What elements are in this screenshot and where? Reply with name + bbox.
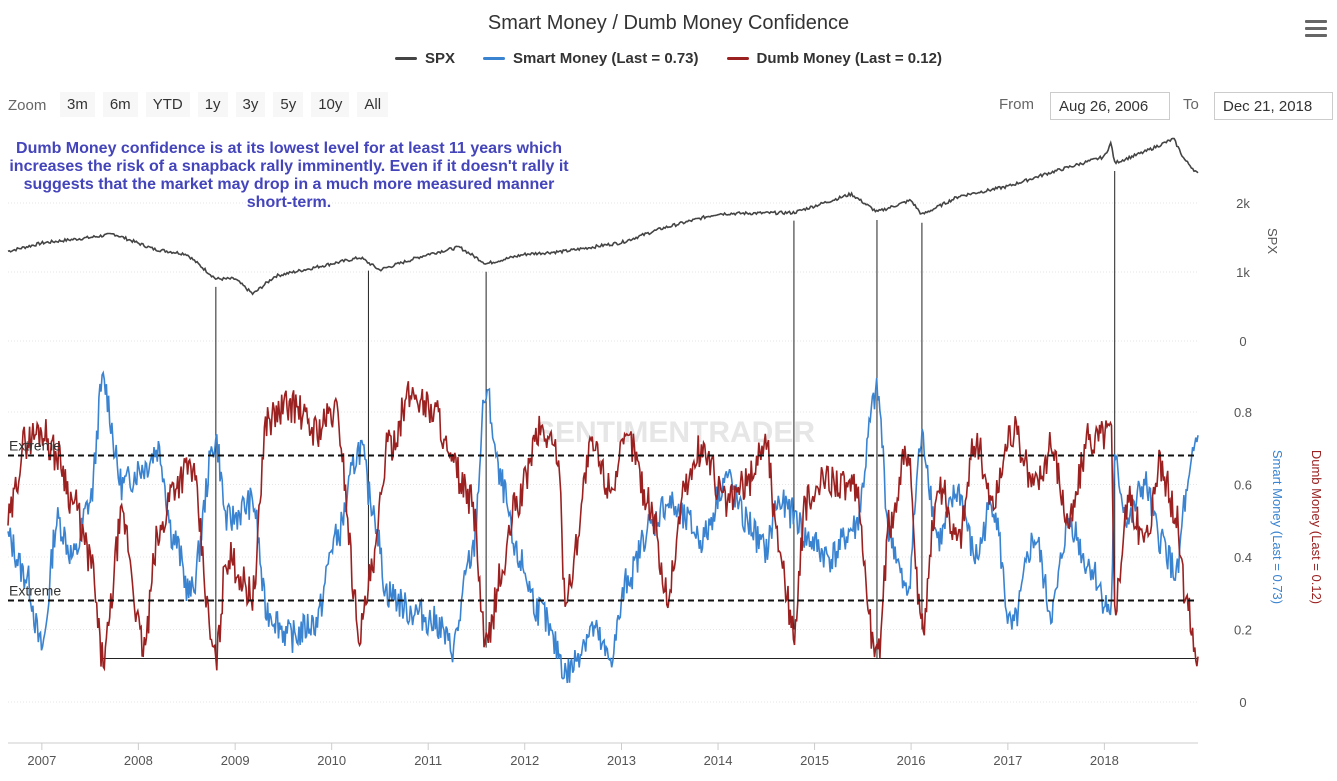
x-tick-label: 2016	[897, 753, 926, 768]
legend-swatch-spx	[395, 57, 418, 60]
legend-label-spx: SPX	[425, 50, 456, 67]
smart-money-series-line	[7, 370, 1199, 684]
range-to-input[interactable]	[1214, 92, 1333, 120]
extreme-label: Extreme	[9, 438, 61, 454]
confidence-tick-label: 0.8	[1234, 405, 1252, 420]
hamburger-menu-icon[interactable]	[1305, 20, 1327, 41]
legend-label-smart-money: Smart Money (Last = 0.73)	[513, 50, 699, 67]
spx-series-line	[7, 137, 1199, 296]
smart-money-axis-title: Smart Money (Last = 0.73)	[1270, 450, 1285, 604]
x-tick-label: 2010	[317, 753, 346, 768]
x-tick-label: 2014	[704, 753, 733, 768]
legend: SPX Smart Money (Last = 0.73) Dumb Money…	[0, 50, 1337, 67]
legend-label-dumb-money: Dumb Money (Last = 0.12)	[756, 50, 942, 67]
zoom-button-3m[interactable]: 3m	[60, 92, 95, 117]
legend-swatch-smart-money	[483, 57, 506, 60]
zoom-label: Zoom	[8, 97, 47, 114]
chart-title: Smart Money / Dumb Money Confidence	[487, 12, 850, 34]
zoom-button-1y[interactable]: 1y	[197, 92, 228, 117]
range-to-label: To	[1183, 96, 1199, 113]
confidence-tick-label: 0	[1239, 695, 1246, 710]
legend-item-dumb-money[interactable]: Dumb Money (Last = 0.12)	[726, 50, 942, 67]
dumb-money-series-line	[7, 381, 1199, 672]
range-from-label: From	[999, 96, 1034, 113]
x-tick-label: 2007	[27, 753, 56, 768]
zoom-button-5y[interactable]: 5y	[273, 92, 304, 117]
annotation-note: Dumb Money confidence is at its lowest l…	[9, 140, 569, 211]
legend-item-smart-money[interactable]: Smart Money (Last = 0.73)	[483, 50, 699, 67]
spx-axis-title: SPX	[1265, 228, 1280, 254]
spx-tick-label: 2k	[1236, 196, 1250, 211]
dumb-money-axis-title: Dumb Money (Last = 0.12)	[1309, 450, 1324, 604]
zoom-button-ytd[interactable]: YTD	[145, 92, 190, 117]
x-tick-label: 2013	[607, 753, 636, 768]
zoom-button-6m[interactable]: 6m	[102, 92, 138, 117]
x-tick-label: 2009	[221, 753, 250, 768]
confidence-tick-label: 0.6	[1234, 478, 1252, 493]
x-tick-label: 2011	[414, 753, 442, 768]
spx-tick-label: 1k	[1236, 265, 1250, 280]
zoom-button-10y[interactable]: 10y	[311, 92, 350, 117]
legend-swatch-dumb-money	[726, 57, 749, 60]
zoom-buttons: 3m 6m YTD 1y 3y 5y 10y All	[60, 92, 389, 117]
watermark-text: SENTIMENTRADER	[535, 416, 815, 449]
spx-tick-label: 0	[1239, 334, 1246, 349]
zoom-button-all[interactable]: All	[357, 92, 389, 117]
range-from-input[interactable]	[1050, 92, 1170, 120]
x-tick-label: 2017	[993, 753, 1022, 768]
extreme-label: Extreme	[9, 583, 61, 599]
x-tick-label: 2018	[1090, 753, 1119, 768]
zoom-button-3y[interactable]: 3y	[235, 92, 266, 117]
legend-item-spx[interactable]: SPX	[395, 50, 455, 67]
confidence-tick-label: 0.4	[1234, 550, 1252, 565]
x-tick-label: 2015	[800, 753, 829, 768]
confidence-tick-label: 0.2	[1234, 623, 1252, 638]
x-tick-label: 2008	[124, 753, 153, 768]
x-tick-label: 2012	[510, 753, 539, 768]
